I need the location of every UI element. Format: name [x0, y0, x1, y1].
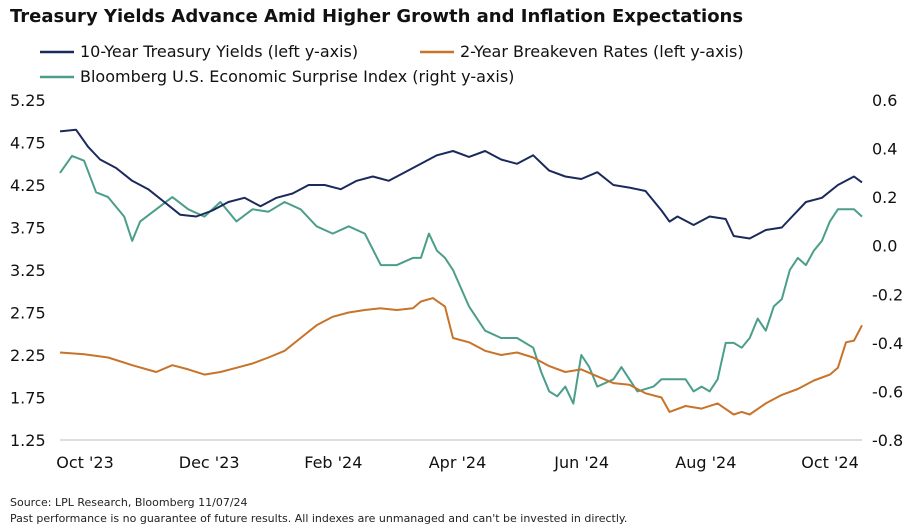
source-note: Source: LPL Research, Bloomberg 11/07/24	[10, 496, 248, 509]
disclaimer-note: Past performance is no guarantee of futu…	[10, 512, 628, 525]
series-lines	[59, 128, 863, 416]
series-line-2yr-breakeven	[59, 297, 863, 416]
legend-label: 2-Year Breakeven Rates (left y-axis)	[460, 42, 744, 61]
right-tick-label: 0.0	[872, 237, 897, 256]
x-tick-label: Apr '24	[429, 453, 487, 472]
right-axis: 0.6 0.4 0.2 0.0 -0.2 -0.4 -0.6 -0.8	[872, 91, 903, 450]
left-tick-label: 1.75	[10, 389, 46, 408]
x-tick-label: Dec '23	[179, 453, 240, 472]
chart-canvas: 10-Year Treasury Yields (left y-axis) 2-Y…	[10, 42, 903, 472]
x-tick-label: Oct '24	[801, 453, 859, 472]
x-tick-label: Oct '23	[56, 453, 114, 472]
left-tick-label: 4.25	[10, 176, 46, 195]
left-tick-label: 3.75	[10, 219, 46, 238]
legend-label: 10-Year Treasury Yields (left y-axis)	[80, 42, 358, 61]
left-tick-label: 2.75	[10, 304, 46, 323]
right-tick-label: -0.6	[872, 382, 903, 401]
left-tick-label: 4.75	[10, 134, 46, 153]
right-tick-label: 0.6	[872, 91, 897, 110]
chart-title: Treasury Yields Advance Amid Higher Grow…	[10, 6, 744, 27]
left-tick-label: 1.25	[10, 431, 46, 450]
left-tick-label: 3.25	[10, 261, 46, 280]
right-tick-label: -0.8	[872, 431, 903, 450]
left-axis: 5.25 4.75 4.25 3.75 3.25 2.75 2.25 1.75 1.25	[10, 91, 46, 450]
left-tick-label: 2.25	[10, 346, 46, 365]
legend: 10-Year Treasury Yields (left y-axis) 2-Y…	[40, 42, 744, 86]
left-tick-label: 5.25	[10, 91, 46, 110]
x-tick-label: Feb '24	[304, 453, 362, 472]
right-tick-label: -0.2	[872, 285, 903, 304]
legend-label: Bloomberg U.S. Economic Surprise Index (…	[80, 67, 514, 86]
right-tick-label: 0.4	[872, 140, 897, 159]
x-axis: Oct '23 Dec '23 Feb '24 Apr '24 Jun '24 Aug '…	[56, 453, 859, 472]
series-line-surprise-index	[59, 154, 863, 405]
x-tick-label: Jun '24	[553, 453, 609, 472]
right-tick-label: 0.2	[872, 188, 897, 207]
series-line-10yr-treasury	[59, 128, 863, 240]
x-tick-label: Aug '24	[675, 453, 736, 472]
right-tick-label: -0.4	[872, 334, 903, 353]
